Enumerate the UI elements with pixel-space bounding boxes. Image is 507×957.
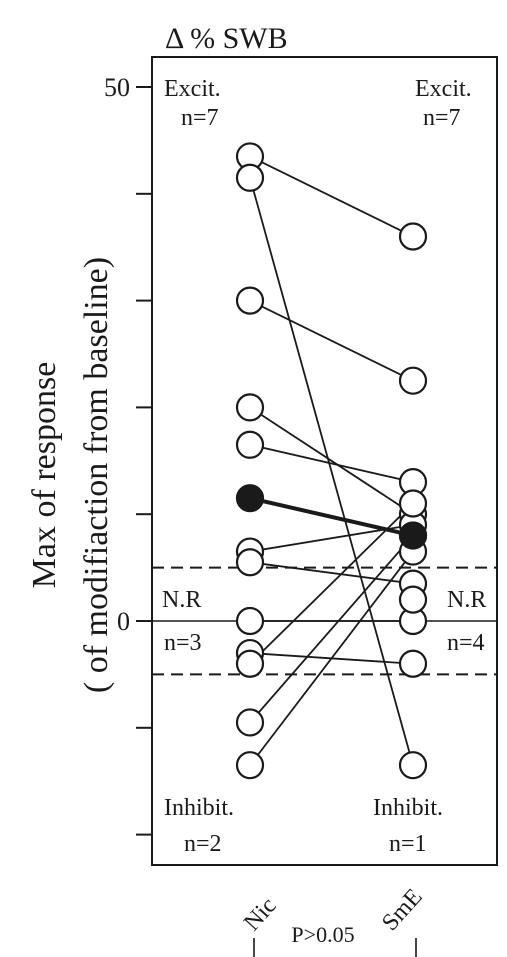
point-nic <box>235 606 265 636</box>
connecting-line <box>249 551 414 766</box>
mean-point-sme <box>398 521 428 550</box>
point-nic <box>235 708 265 737</box>
annot-nic-nr: N.R <box>162 587 201 613</box>
connecting-line <box>249 177 414 766</box>
y-axis-label-line2: ( of modifiaction from baseline) <box>78 257 115 693</box>
plot-frame <box>151 56 498 866</box>
point-sme <box>398 366 428 395</box>
point-nic <box>235 286 265 315</box>
y-tick-label: 0 <box>117 607 130 636</box>
point-sme <box>398 222 428 251</box>
point-nic <box>235 548 265 577</box>
connecting-line <box>249 406 414 515</box>
y-tick-label: 50 <box>104 73 130 102</box>
x-tick-label-sme: SmE <box>377 884 428 936</box>
connecting-line <box>249 443 414 484</box>
connecting-lines <box>249 155 414 766</box>
connecting-line <box>249 561 414 585</box>
p-value-label: P>0.05 <box>291 922 354 947</box>
mean-connecting-line <box>249 496 414 538</box>
x-tick-label-nic: Nic <box>239 893 282 936</box>
point-nic <box>235 393 265 422</box>
annot-nic-inhibit-n: n=2 <box>184 831 222 857</box>
annot-sme-nr: N.R <box>447 587 486 613</box>
annot-sme-excit-n: n=7 <box>423 105 461 131</box>
annot-sme-inhibit: Inhibit. <box>373 795 443 821</box>
point-nic <box>235 649 265 678</box>
connecting-line <box>249 534 414 724</box>
connecting-line <box>249 155 414 238</box>
connecting-line <box>249 299 414 382</box>
y-axis-label: Max of response ( of modifiaction from b… <box>26 257 115 693</box>
y-axis-label-line1: Max of response <box>26 362 63 589</box>
annot-sme-inhibit-n: n=1 <box>389 831 427 857</box>
chart-title: Δ % SWB <box>165 22 288 55</box>
point-nic <box>235 751 265 780</box>
annot-nic-nr-n: n=3 <box>164 630 202 656</box>
annot-nic-inhibit: Inhibit. <box>164 795 234 821</box>
annot-sme-nr-n: n=4 <box>447 630 485 656</box>
data-points <box>235 142 428 780</box>
point-nic <box>235 430 265 459</box>
point-nic <box>235 163 265 192</box>
mean-point-nic <box>235 484 265 513</box>
annot-sme-excit: Excit. <box>415 76 472 102</box>
annot-nic-excit-n: n=7 <box>181 105 219 131</box>
point-sme <box>398 585 428 614</box>
point-sme <box>398 489 428 518</box>
point-sme <box>398 751 428 780</box>
point-sme <box>398 649 428 678</box>
annot-nic-excit: Excit. <box>164 76 221 102</box>
y-ticks: 50 0 <box>104 73 152 836</box>
